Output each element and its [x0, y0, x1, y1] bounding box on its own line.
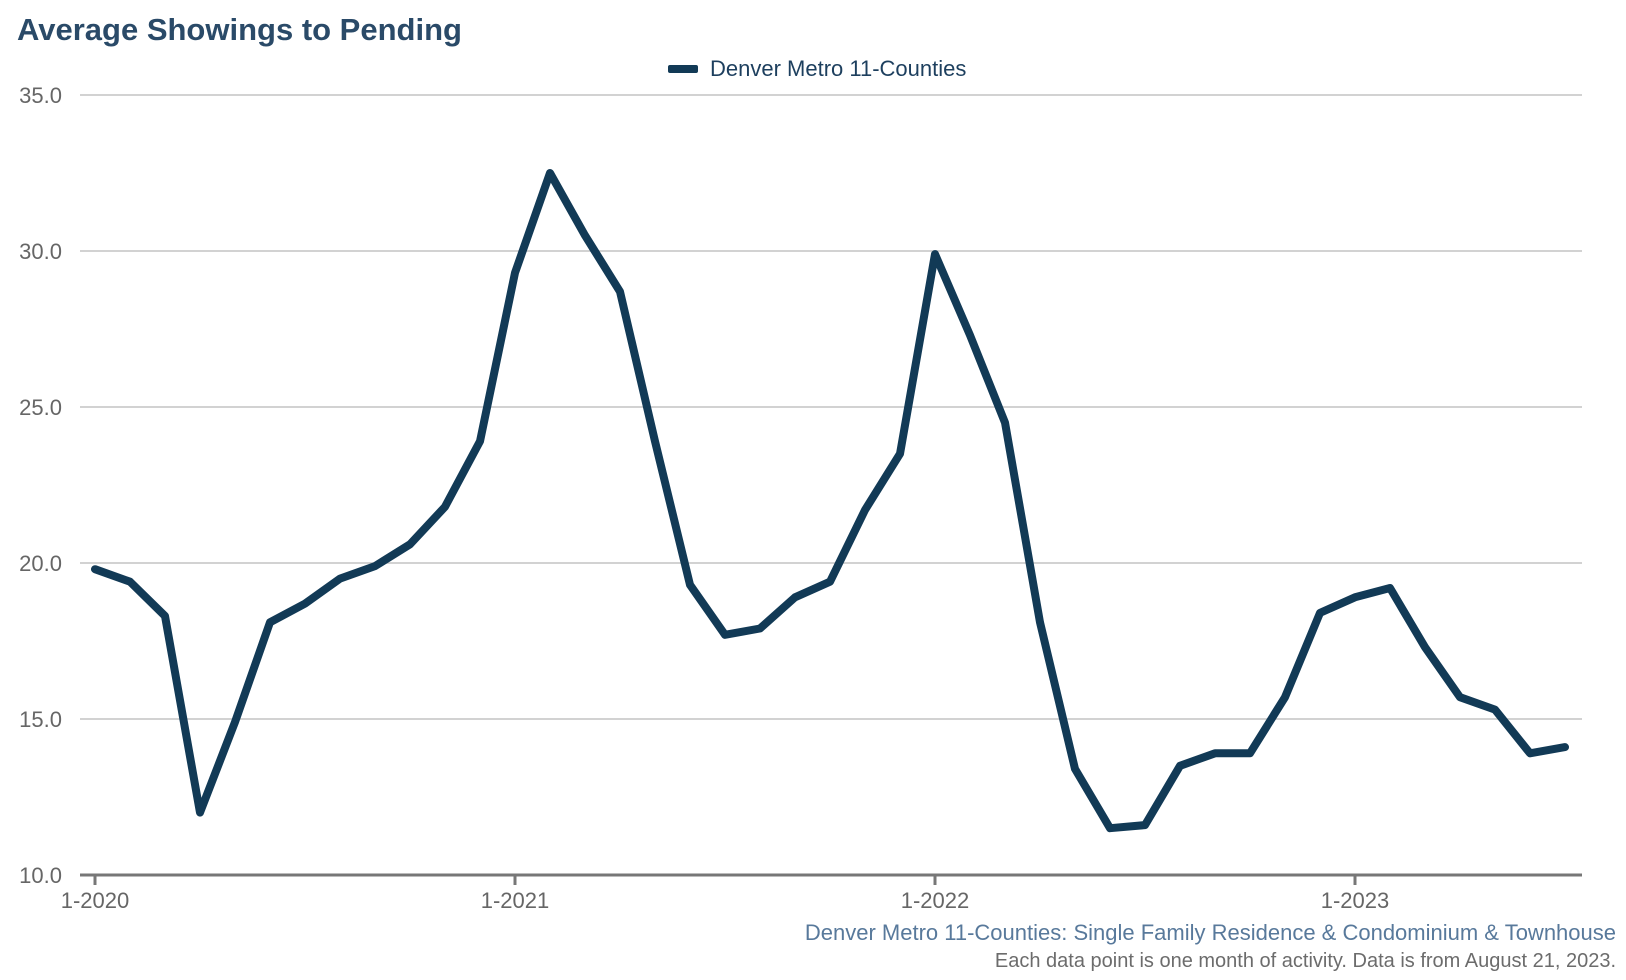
chart-legend: Denver Metro 11-Counties: [668, 56, 966, 82]
y-tick-label: 20.0: [19, 551, 62, 576]
y-tick-label: 10.0: [19, 863, 62, 888]
chart-footer-subtitle: Denver Metro 11-Counties: Single Family …: [804, 920, 1616, 945]
y-tick-label: 25.0: [19, 395, 62, 420]
x-tick-label: 1-2022: [901, 888, 970, 913]
x-tick-label: 1-2020: [61, 888, 130, 913]
y-tick-label: 30.0: [19, 239, 62, 264]
series-lines: [91, 169, 1569, 833]
legend-label: Denver Metro 11-Counties: [710, 56, 967, 81]
y-tick-labels: 10.0 15.0 20.0 25.0 30.0 35.0: [19, 83, 62, 888]
x-tick-labels: 1-2020 1-2021 1-2022 1-2023: [61, 888, 1390, 913]
chart-title: Average Showings to Pending: [17, 12, 462, 47]
y-tick-label: 35.0: [19, 83, 62, 108]
chart-footer-note: Each data point is one month of activity…: [994, 950, 1616, 972]
x-tick-label: 1-2023: [1321, 888, 1390, 913]
series-line: [91, 169, 1569, 833]
x-axis: [80, 873, 1582, 885]
x-tick-label: 1-2021: [481, 888, 550, 913]
grid-lines: [80, 94, 1582, 720]
legend-swatch: [668, 65, 698, 73]
y-tick-label: 15.0: [19, 707, 62, 732]
